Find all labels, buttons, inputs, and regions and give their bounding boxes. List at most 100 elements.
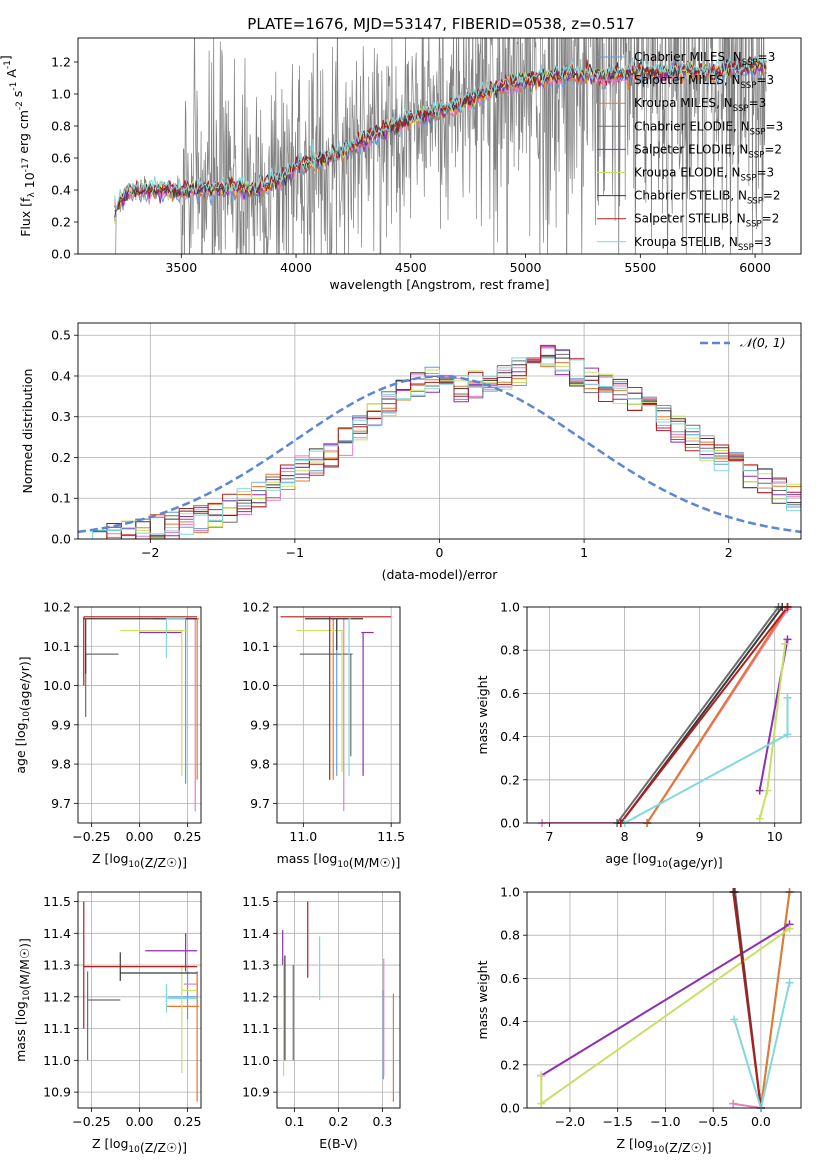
x-tick-label: −1.0 bbox=[650, 1114, 680, 1129]
axes-frame bbox=[276, 606, 401, 824]
axes-frame bbox=[526, 891, 802, 1109]
y-tick-label: 11.3 bbox=[43, 958, 71, 973]
y-tick-label: 0.2 bbox=[500, 772, 520, 787]
y-tick-label: 11.0 bbox=[242, 1053, 270, 1068]
panel-age_weight: 7 8 9 10 0.0 0.2 0.4 0.6 0.8 1.0 age [log10(age/yr… bbox=[475, 600, 802, 870]
y-tick-label: 0.8 bbox=[500, 643, 520, 658]
axes-frame bbox=[77, 606, 202, 824]
y-tick-label: 0.6 bbox=[500, 686, 520, 701]
weight-point-marker bbox=[537, 1099, 546, 1108]
x-tick-label: −2.0 bbox=[555, 1114, 585, 1129]
y-axis-label: age [log10(age/yr)] bbox=[13, 656, 32, 773]
x-tick-label: −1 bbox=[286, 545, 304, 560]
y-tick-label: 11.5 bbox=[242, 894, 270, 909]
legend-entry: Chabrier MILES, NSSP=3 bbox=[634, 50, 775, 68]
x-tick-label: −0.25 bbox=[72, 829, 110, 844]
weight-point-marker bbox=[783, 730, 792, 739]
legend-entry: Salpeter ELODIE, NSSP=2 bbox=[634, 142, 782, 160]
weight-point-marker bbox=[755, 814, 764, 823]
y-tick-label: 11.0 bbox=[43, 1053, 71, 1068]
residual-histogram-step bbox=[78, 344, 801, 539]
y-tick-label: 11.4 bbox=[43, 926, 71, 941]
panel-mass_age: 11.0 11.5 9.7 9.8 9.9 10.0 10.1 10.2 mass [log10… bbox=[242, 600, 405, 871]
y-tick-label: 11.1 bbox=[43, 1021, 71, 1036]
x-tick-label: 0.00 bbox=[126, 829, 154, 844]
weight-series-line bbox=[540, 923, 791, 1077]
panel-ebv_mass: 0.1 0.2 0.3 10.9 11.0 11.1 11.2 11.3 11.4 11.5 E(B… bbox=[242, 891, 401, 1151]
weight-point-marker bbox=[781, 639, 790, 648]
y-tick-label: 11.2 bbox=[43, 989, 71, 1004]
y-tick-label: 10.9 bbox=[242, 1085, 270, 1100]
y-tick-label: 1.0 bbox=[500, 600, 520, 615]
weight-point-marker bbox=[537, 1071, 546, 1080]
y-tick-label: 10.0 bbox=[43, 678, 71, 693]
legend-entry: Kroupa ELODIE, NSSP=3 bbox=[634, 166, 774, 184]
weight-series-line bbox=[733, 1102, 762, 1108]
legend-entry: Kroupa STELIB, NSSP=3 bbox=[634, 235, 772, 253]
residual-histogram-step bbox=[78, 358, 801, 539]
x-tick-label: −0.5 bbox=[698, 1114, 728, 1129]
x-tick-label: 1 bbox=[580, 545, 588, 560]
plot-area bbox=[83, 616, 200, 812]
y-tick-label: 0.5 bbox=[51, 328, 71, 343]
gridlines bbox=[78, 606, 201, 823]
residual-histogram-step bbox=[78, 353, 801, 539]
legend: Chabrier MILES, NSSP=3 Salpeter MILES, NS… bbox=[597, 50, 783, 253]
x-axis-label: Z [log10(Z/Z☉)] bbox=[92, 1136, 187, 1155]
y-tick-label: 9.7 bbox=[51, 796, 71, 811]
legend-entry: Salpeter STELIB, NSSP=2 bbox=[634, 212, 779, 230]
legend-entry: Salpeter MILES, NSSP=3 bbox=[634, 73, 774, 91]
weight-point-marker bbox=[763, 786, 772, 795]
y-tick-label: 0.0 bbox=[500, 1101, 520, 1116]
legend-entry: Kroupa MILES, NSSP=3 bbox=[634, 96, 766, 114]
panel-spectrum: 3500 4000 4500 5000 5500 6000 0.0 0.2 0.4 0.6 0.8 1… bbox=[0, 37, 802, 292]
y-tick-label: 9.8 bbox=[250, 757, 270, 772]
y-tick-label: 0.2 bbox=[500, 1057, 520, 1072]
x-tick-label: −2 bbox=[141, 545, 159, 560]
residual-histogram-step bbox=[78, 360, 801, 539]
panel-z_mass: −0.25 0.00 0.25 10.9 11.0 11.1 11.2 11.3 11.4 11.… bbox=[13, 891, 202, 1155]
plot-area bbox=[78, 344, 801, 539]
gridlines bbox=[277, 892, 400, 1108]
panel-z_age: −0.25 0.00 0.25 9.7 9.8 9.9 10.0 10.1 10.2 Z [log… bbox=[13, 600, 201, 871]
x-axis-label: wavelength [Angstrom, rest frame] bbox=[329, 277, 549, 292]
y-axis-label: Normed distribution bbox=[20, 369, 35, 494]
x-tick-label: 4500 bbox=[395, 260, 427, 275]
weight-point-marker bbox=[730, 1015, 739, 1024]
y-tick-label: 0.0 bbox=[51, 247, 71, 262]
y-tick-label: 0.3 bbox=[51, 409, 71, 424]
model-spectrum-line bbox=[114, 58, 767, 218]
weight-series-line bbox=[542, 608, 789, 823]
y-tick-label: 9.7 bbox=[250, 796, 270, 811]
axes-frame bbox=[77, 891, 202, 1109]
x-tick-label: 6000 bbox=[739, 260, 771, 275]
weight-series-line bbox=[646, 607, 789, 823]
y-tick-label: 0.1 bbox=[51, 491, 71, 506]
axes-frame bbox=[77, 322, 802, 540]
weight-point-marker bbox=[785, 924, 794, 933]
y-tick-label: 11.4 bbox=[242, 926, 270, 941]
plot-area bbox=[542, 607, 789, 823]
x-tick-label: 0.25 bbox=[174, 829, 202, 844]
weight-point-marker bbox=[785, 978, 794, 987]
x-axis-label: age [log10(age/yr)] bbox=[605, 851, 722, 870]
y-tick-label: 0.8 bbox=[500, 928, 520, 943]
y-tick-label: 10.1 bbox=[242, 639, 270, 654]
weight-point-marker bbox=[783, 693, 792, 702]
y-tick-label: 0.0 bbox=[51, 532, 71, 547]
x-tick-label: 5500 bbox=[624, 260, 656, 275]
weight-series-line bbox=[620, 607, 789, 823]
y-tick-label: 0.6 bbox=[51, 151, 71, 166]
legend-entry: Chabrier STELIB, NSSP=2 bbox=[634, 189, 781, 207]
gaussian-curve bbox=[78, 375, 801, 534]
weight-point-marker bbox=[729, 1099, 738, 1108]
weight-series-line bbox=[758, 643, 787, 819]
y-tick-label: 10.1 bbox=[43, 639, 71, 654]
axes-frame bbox=[276, 891, 401, 1109]
weight-series-line bbox=[733, 982, 791, 1108]
y-tick-label: 1.0 bbox=[51, 87, 71, 102]
plot-area bbox=[282, 901, 395, 1102]
y-tick-label: 11.2 bbox=[242, 989, 270, 1004]
y-tick-label: 11.5 bbox=[43, 894, 71, 909]
plot-area bbox=[280, 616, 392, 812]
